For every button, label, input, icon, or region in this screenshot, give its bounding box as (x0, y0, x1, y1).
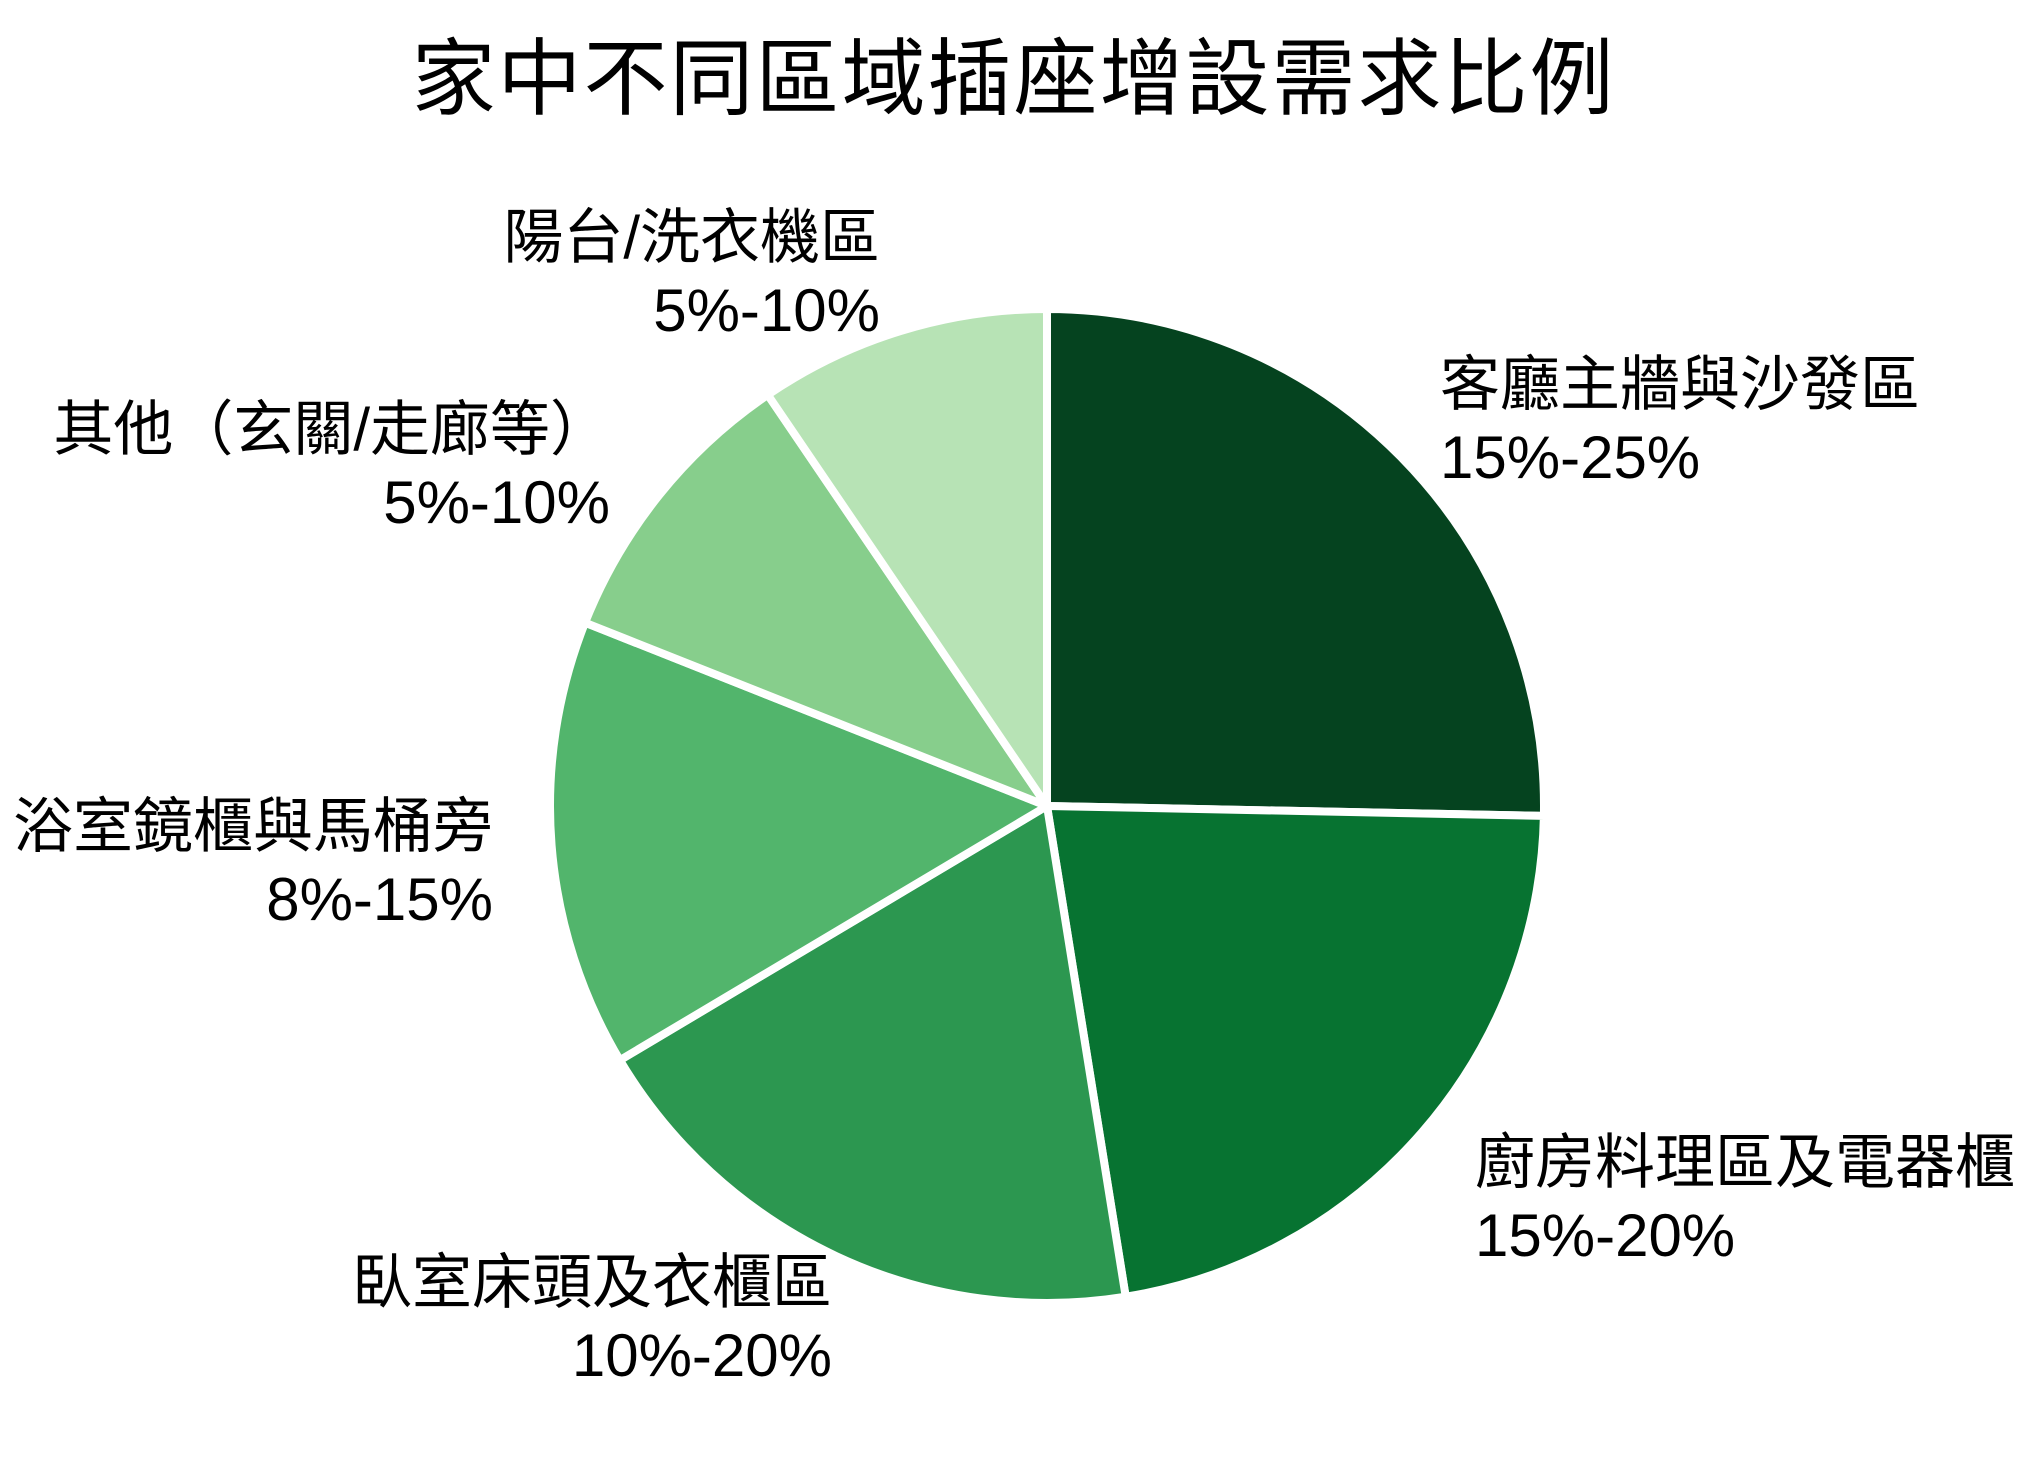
label-living-room-value: 15%-25% (1440, 424, 1701, 491)
pie-slice-bathroom (546, 618, 1051, 1065)
label-kitchen-value: 15%-20% (1475, 1202, 1736, 1269)
label-balcony: 陽台/洗衣機區 5%-10% (503, 201, 880, 347)
pie-slice-balcony (763, 305, 1051, 810)
label-balcony-value: 5%-10% (653, 277, 880, 344)
label-other-value: 5%-10% (383, 469, 610, 536)
label-other-name: 其他（玄關/走廊等） (53, 396, 610, 463)
label-bedroom-name: 臥室床頭及衣櫃區 (352, 1249, 832, 1316)
label-living-room: 客廳主牆與沙發區 15%-25% (1440, 348, 1920, 494)
label-balcony-name: 陽台/洗衣機區 (503, 204, 880, 271)
chart-title: 家中不同區域插座增設需求比例 (411, 32, 1616, 126)
label-kitchen: 廚房料理區及電器櫃 15%-20% (1475, 1126, 2015, 1272)
label-bathroom: 浴室鏡櫃與馬桶旁 8%-15% (13, 790, 493, 936)
pie-slice-living-room (1043, 305, 1548, 820)
pie-slice-other (581, 390, 1051, 810)
label-bathroom-name: 浴室鏡櫃與馬桶旁 (13, 793, 493, 860)
label-bedroom: 臥室床頭及衣櫃區 10%-20% (352, 1246, 832, 1392)
label-kitchen-name: 廚房料理區及電器櫃 (1475, 1129, 2015, 1196)
pie-slice-kitchen (1043, 802, 1548, 1301)
label-other: 其他（玄關/走廊等） 5%-10% (53, 393, 610, 539)
label-bedroom-value: 10%-20% (571, 1322, 832, 1389)
label-bathroom-value: 8%-15% (266, 866, 493, 933)
label-living-room-name: 客廳主牆與沙發區 (1440, 351, 1920, 418)
pie-slice-bedroom (615, 802, 1130, 1307)
